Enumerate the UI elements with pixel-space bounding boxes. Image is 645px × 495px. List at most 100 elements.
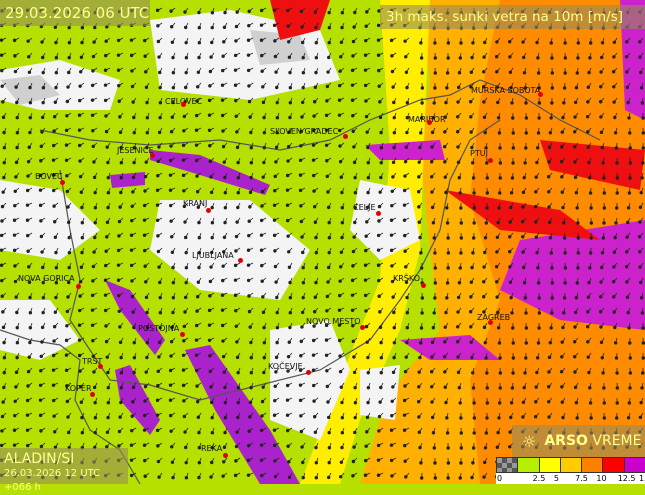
- arrow-head: [170, 445, 173, 448]
- arrow-head: [589, 402, 592, 405]
- arrow-head: [16, 356, 19, 359]
- arrow-head: [626, 296, 629, 299]
- arrow-head: [393, 311, 396, 314]
- arrow-head: [157, 370, 160, 373]
- arrow-head: [144, 385, 147, 388]
- arrow-head: [302, 266, 305, 269]
- arrow-head: [133, 371, 136, 374]
- valid-time-label: 29.03.2026 06 UTC: [0, 0, 150, 26]
- arrow-head: [482, 295, 485, 298]
- arrow-head: [314, 86, 317, 89]
- arrow-head: [354, 416, 357, 419]
- arrow-head: [380, 146, 383, 149]
- arrow-head: [68, 26, 71, 29]
- arrow-head: [365, 235, 368, 238]
- arrow-head: [93, 41, 96, 44]
- arrow-head: [273, 429, 276, 432]
- arrow-head: [67, 206, 70, 209]
- arrow-head: [405, 146, 408, 149]
- arrow-head: [39, 414, 42, 417]
- city-label: JESENICE: [117, 146, 154, 155]
- arrow-head: [564, 282, 567, 285]
- arrow-head: [222, 460, 225, 463]
- arrow-head: [143, 234, 146, 237]
- arrow-head: [512, 357, 515, 360]
- arrow-head: [599, 310, 602, 313]
- arrow-head: [625, 250, 628, 253]
- arrow-head: [574, 371, 577, 374]
- arrow-head: [2, 311, 5, 314]
- arrow-head: [551, 282, 554, 285]
- arrow-head: [560, 370, 563, 373]
- arrow-head: [55, 56, 58, 59]
- arrow-head: [326, 385, 329, 388]
- arrow-head: [522, 266, 525, 269]
- arrow-head: [197, 71, 200, 74]
- arrow-head: [377, 459, 380, 462]
- arrow-head: [247, 264, 250, 267]
- arrow-head: [601, 251, 604, 254]
- arrow-head: [432, 431, 435, 434]
- arrow-head: [209, 280, 212, 283]
- arrow-head: [288, 56, 291, 59]
- arrow-head: [208, 114, 211, 117]
- arrow-head: [91, 294, 94, 297]
- city-label: REKA: [201, 444, 222, 453]
- arrow-head: [146, 131, 149, 134]
- arrow-head: [53, 415, 56, 418]
- arrow-head: [573, 340, 576, 343]
- legend-tick: 10: [596, 474, 606, 483]
- arrow-head: [235, 445, 238, 448]
- arrow-head: [641, 102, 644, 105]
- arrow-head: [600, 131, 603, 134]
- arrow-head: [460, 432, 463, 435]
- arrow-head: [195, 339, 198, 342]
- arrow-head: [639, 56, 642, 59]
- arrow-head: [41, 56, 44, 59]
- arrow-head: [536, 161, 539, 164]
- arrow-head: [196, 295, 199, 298]
- arrow-head: [365, 325, 368, 328]
- arrow-head: [158, 131, 161, 134]
- arrow-head: [157, 250, 160, 253]
- arrow-head: [1, 430, 4, 433]
- arrow-head: [326, 295, 329, 298]
- arrow-head: [52, 369, 55, 372]
- arrow-head: [14, 265, 17, 268]
- arrow-head: [378, 85, 381, 88]
- arrow-head: [16, 131, 19, 134]
- arrow-head: [210, 56, 213, 59]
- arrow-head: [260, 9, 263, 12]
- arrow-head: [195, 129, 198, 132]
- arrow-head: [144, 71, 147, 74]
- arrow-head: [287, 250, 290, 253]
- arrow-head: [522, 191, 525, 194]
- arrow-head: [341, 431, 344, 434]
- arrow-head: [338, 309, 341, 312]
- arrow-head: [420, 252, 423, 255]
- arrow-head: [105, 250, 108, 253]
- arrow-head: [145, 86, 148, 89]
- arrow-head: [234, 294, 237, 297]
- arrow-head: [235, 325, 238, 328]
- arrow-head: [379, 191, 382, 194]
- arrow-head: [54, 311, 57, 314]
- arrow-head: [91, 114, 94, 117]
- arrow-head: [325, 144, 328, 147]
- arrow-head: [198, 26, 201, 29]
- arrow-head: [456, 325, 459, 328]
- arrow-head: [55, 266, 58, 269]
- arrow-head: [286, 399, 289, 402]
- arrow-head: [403, 189, 406, 192]
- arrow-head: [456, 115, 459, 118]
- arrow-head: [301, 236, 304, 239]
- arrow-head: [236, 221, 239, 224]
- arrow-head: [391, 265, 394, 268]
- arrow-head: [379, 101, 382, 104]
- arrow-head: [13, 219, 16, 222]
- arrow-head: [211, 431, 214, 434]
- arrow-head: [534, 191, 537, 194]
- arrow-head: [184, 431, 187, 434]
- arrow-head: [551, 267, 554, 270]
- arrow-head: [469, 116, 472, 119]
